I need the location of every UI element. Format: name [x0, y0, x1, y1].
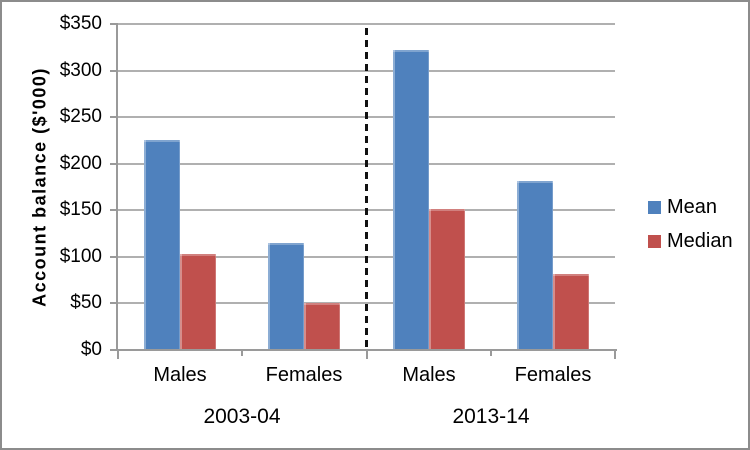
gridline-$350 [118, 23, 615, 25]
year-group-divider-line [365, 28, 368, 350]
median-bar-females-1 [304, 303, 340, 349]
legend: Mean Median [648, 196, 733, 264]
x-axis-tick-0 [117, 350, 119, 359]
mean-bar-males-2 [393, 50, 429, 349]
x-axis-line [110, 349, 617, 351]
category-label-males-2013-14: Males [402, 364, 456, 386]
y-axis-tick-$350 [110, 23, 118, 25]
category-label-females-2013-14: Females [514, 364, 592, 386]
median-bar-males-2 [429, 209, 465, 349]
y-tick-label-$250: $250 [59, 106, 102, 127]
y-tick-label-$0: $0 [80, 339, 102, 360]
y-axis-tick-$150 [110, 209, 118, 211]
x-axis-tick-1 [241, 350, 243, 356]
x-axis-tick-4 [614, 350, 616, 359]
x-axis-tick-3 [490, 350, 492, 356]
y-axis-tick-$250 [110, 116, 118, 118]
mean-bar-females-3 [517, 181, 553, 349]
y-axis-tick-$300 [110, 70, 118, 72]
y-axis-tick-$100 [110, 256, 118, 258]
category-label-males-2003-04: Males [153, 364, 207, 386]
legend-item-mean: Mean [648, 196, 733, 218]
category-label-females-2003-04: Females [265, 364, 343, 386]
group-label-2003-04: 2003-04 [203, 405, 281, 428]
group-label-2013-14: 2013-14 [452, 405, 530, 428]
legend-item-median: Median [648, 230, 733, 252]
median-color-swatch [648, 234, 661, 248]
legend-label-median: Median [667, 229, 733, 252]
y-axis-tick-$200 [110, 163, 118, 165]
y-axis-title: Account balance ($'000) [29, 67, 50, 307]
y-tick-label-$200: $200 [59, 153, 102, 174]
mean-bar-females-1 [268, 243, 304, 349]
mean-bar-males-0 [144, 140, 180, 349]
y-tick-label-$50: $50 [70, 292, 102, 313]
y-axis-tick-$50 [110, 302, 118, 304]
x-axis-tick-2 [366, 350, 368, 359]
y-tick-label-$300: $300 [59, 60, 102, 81]
mean-color-swatch [648, 200, 661, 214]
y-tick-label-$150: $150 [59, 199, 102, 220]
median-bar-females-3 [553, 274, 589, 349]
median-bar-males-0 [180, 254, 216, 349]
legend-label-mean: Mean [667, 195, 718, 218]
y-tick-label-$350: $350 [59, 13, 102, 34]
y-axis-line [116, 24, 118, 351]
y-tick-label-$100: $100 [59, 246, 102, 267]
